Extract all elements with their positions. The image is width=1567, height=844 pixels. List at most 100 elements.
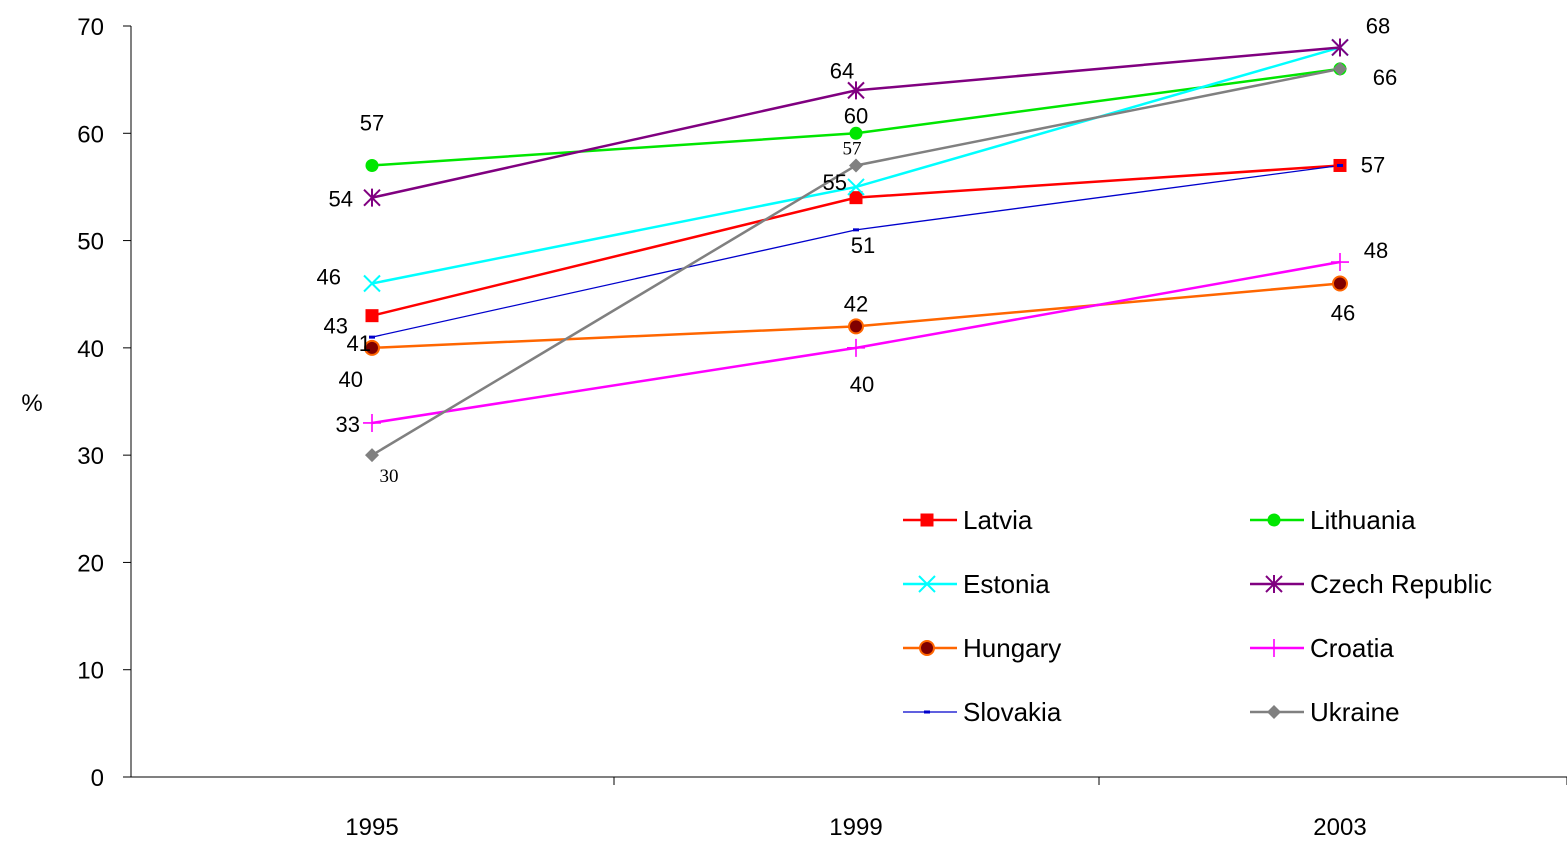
data-label: 55: [823, 170, 847, 195]
legend-item-estonia: Estonia: [903, 569, 1050, 599]
marker-dash-shape: [1337, 163, 1343, 167]
y-tick-label: 60: [77, 121, 104, 148]
marker-circle-shape: [1332, 275, 1348, 292]
marker-x-shape: [918, 575, 936, 593]
marker-square-shape: [849, 191, 863, 205]
marker-diamond-shape: [1267, 705, 1281, 719]
data-point: [1331, 253, 1349, 272]
data-point: [1331, 38, 1349, 57]
marker-dash-shape: [369, 335, 375, 339]
data-point: [847, 81, 865, 100]
legend-label: Czech Republic: [1310, 569, 1492, 599]
legend-swatch-marker: [1267, 705, 1281, 719]
x-tick-label: 2003: [1313, 814, 1366, 839]
data-label: 57: [1361, 152, 1385, 177]
y-tick-label: 30: [77, 443, 104, 470]
data-point: [369, 335, 375, 339]
data-point: [849, 126, 863, 140]
legend-item-lithuania: Lithuania: [1250, 505, 1416, 535]
legend-swatch-marker: [919, 640, 935, 656]
marker-asterisk-shape: [1265, 575, 1283, 593]
data-label: 46: [1331, 300, 1355, 325]
marker-diamond-shape: [365, 448, 379, 463]
marker-asterisk-shape: [847, 81, 865, 100]
legend-item-croatia: Croatia: [1250, 633, 1394, 663]
marker-diamond-shape: [849, 158, 863, 173]
data-label: 51: [851, 233, 875, 258]
legend-item-czech-republic: Czech Republic: [1250, 569, 1492, 599]
data-point: [364, 339, 380, 356]
marker-circle-shape: [1267, 513, 1281, 527]
marker-circle-shape: [364, 339, 380, 356]
legend-label: Latvia: [963, 505, 1033, 535]
marker-circle-shape: [848, 318, 864, 335]
data-label: 64: [830, 58, 854, 83]
marker-dash-shape: [853, 228, 859, 232]
marker-x-shape: [847, 178, 865, 196]
y-tick-label: 10: [77, 658, 104, 685]
legend-label: Lithuania: [1310, 505, 1416, 535]
x-tick-label: 1995: [345, 814, 398, 839]
data-point: [1333, 61, 1347, 76]
marker-asterisk-shape: [1331, 38, 1349, 57]
data-point: [847, 178, 865, 196]
x-tick-label: 1999: [829, 814, 882, 839]
marker-circle-shape: [849, 126, 863, 140]
y-tick-label: 50: [77, 229, 104, 256]
axes: 0 10 20 30 40 50 60 70 1995 1999 2003%: [21, 14, 1567, 841]
legend-item-slovakia: Slovakia: [903, 697, 1062, 727]
data-label: 40: [339, 367, 363, 392]
marker-plus-shape: [1331, 253, 1349, 272]
data-point: [363, 413, 381, 432]
marker-circle-shape: [365, 158, 379, 172]
legend-swatch-marker: [918, 575, 936, 593]
data-point: [363, 188, 381, 207]
marker-plus-shape: [847, 338, 865, 357]
marker-square-shape: [920, 513, 934, 527]
legend-item-hungary: Hungary: [903, 633, 1061, 663]
legend-swatch-marker: [924, 710, 930, 714]
marker-x-shape: [363, 274, 381, 293]
data-point: [363, 274, 381, 293]
legend-label: Hungary: [963, 633, 1061, 663]
marker-dash-shape: [924, 710, 930, 714]
legend-item-latvia: Latvia: [903, 505, 1033, 535]
marker-diamond-shape: [1333, 61, 1347, 76]
legend-swatch-marker: [1267, 513, 1281, 527]
data-label: 43: [324, 314, 348, 339]
data-point: [849, 158, 863, 173]
legend-swatch-marker: [1265, 639, 1283, 657]
data-label: 30: [380, 466, 399, 487]
legend-label: Estonia: [963, 569, 1050, 599]
series-markers: [363, 38, 1349, 463]
legend: Latvia Lithuania Estonia Czech Republic Hung…: [903, 505, 1492, 727]
legend-label: Croatia: [1310, 633, 1394, 663]
data-point: [847, 338, 865, 357]
data-point: [365, 448, 379, 463]
data-label: 46: [317, 264, 341, 289]
y-tick-label: 0: [91, 765, 104, 792]
marker-circle-shape: [919, 640, 935, 656]
data-label: 48: [1364, 238, 1388, 263]
legend-swatch-marker: [1265, 575, 1283, 593]
data-label: 42: [844, 291, 868, 316]
legend-label: Slovakia: [963, 697, 1062, 727]
data-point: [365, 309, 379, 323]
y-axis-title: %: [21, 390, 42, 417]
legend-item-ukraine: Ukraine: [1250, 697, 1400, 727]
data-label: 68: [1366, 13, 1390, 38]
y-tick-label: 20: [77, 550, 104, 577]
y-tick-label: 70: [77, 14, 104, 41]
data-point: [1337, 163, 1343, 167]
data-label: 57: [360, 110, 384, 135]
marker-square-shape: [365, 309, 379, 323]
data-point: [848, 318, 864, 335]
legend-swatch-marker: [920, 513, 934, 527]
data-label: 60: [844, 103, 868, 128]
data-label: 33: [336, 412, 360, 437]
data-label: 66: [1373, 65, 1397, 90]
marker-asterisk-shape: [363, 188, 381, 207]
legend-label: Ukraine: [1310, 697, 1400, 727]
